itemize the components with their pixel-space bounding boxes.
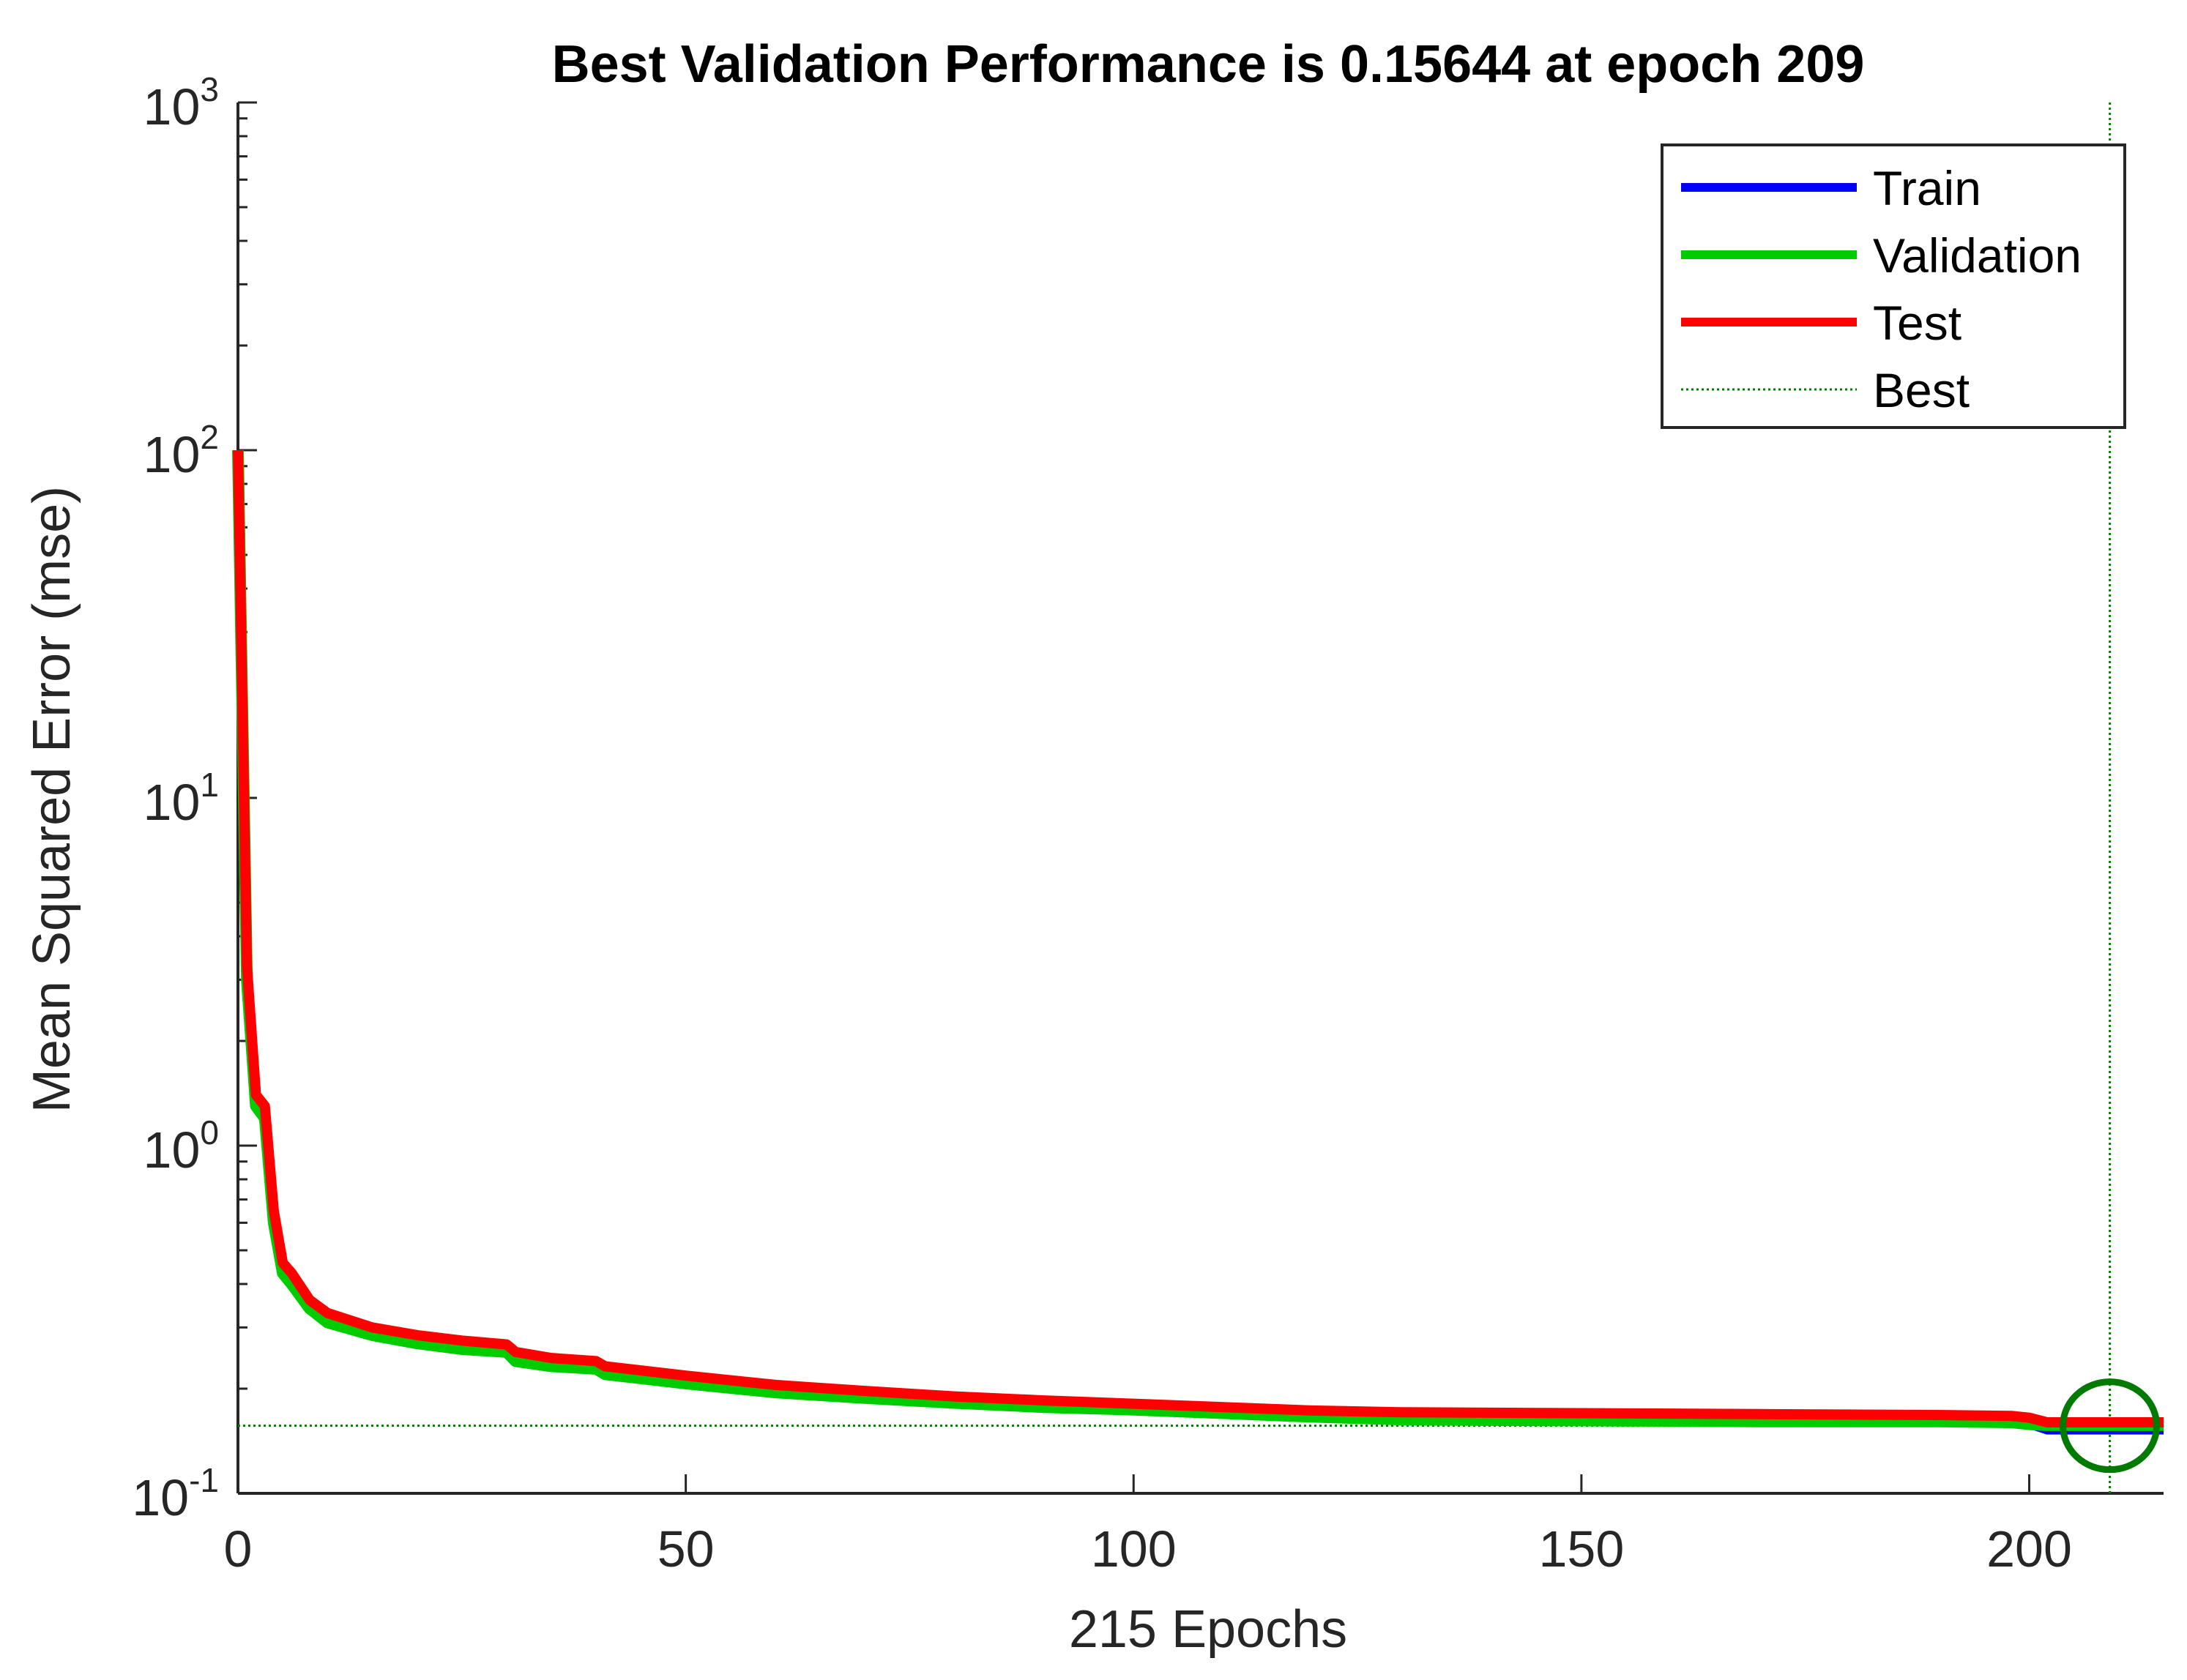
y-tick-label: 103 xyxy=(144,70,219,135)
legend-label-validation: Validation xyxy=(1873,228,2082,283)
legend-label-train: Train xyxy=(1873,161,1981,215)
y-tick-label: 100 xyxy=(144,1113,219,1179)
x-tick-label: 150 xyxy=(1538,1520,1624,1578)
y-tick-label: 10-1 xyxy=(132,1461,219,1526)
legend: Train Validation Test Best xyxy=(1661,143,2126,429)
best-circle-marker xyxy=(2060,1378,2161,1474)
series-line-validation xyxy=(232,449,2164,1431)
x-axis-label: 215 Epochs xyxy=(1069,1600,1347,1659)
y-tick-label: 101 xyxy=(144,766,219,831)
x-tick-label: 50 xyxy=(657,1520,715,1578)
y-axis-label: Mean Squared Error (mse) xyxy=(23,486,81,1113)
legend-box xyxy=(1661,143,2126,429)
legend-label-best: Best xyxy=(1873,363,1970,417)
x-tick-label: 200 xyxy=(1986,1520,2072,1578)
chart-title: Best Validation Performance is 0.15644 a… xyxy=(552,35,1865,94)
x-tick-label: 0 xyxy=(224,1520,253,1578)
series-line-test xyxy=(233,449,2164,1427)
plot-area: 10-1 100 101 102 103 0 50 100 150 200 xyxy=(132,70,2164,1578)
series-line-train xyxy=(234,449,2164,1435)
legend-label-test: Test xyxy=(1873,296,1961,350)
y-tick-label: 102 xyxy=(144,418,219,483)
x-tick-label: 100 xyxy=(1091,1520,1177,1578)
